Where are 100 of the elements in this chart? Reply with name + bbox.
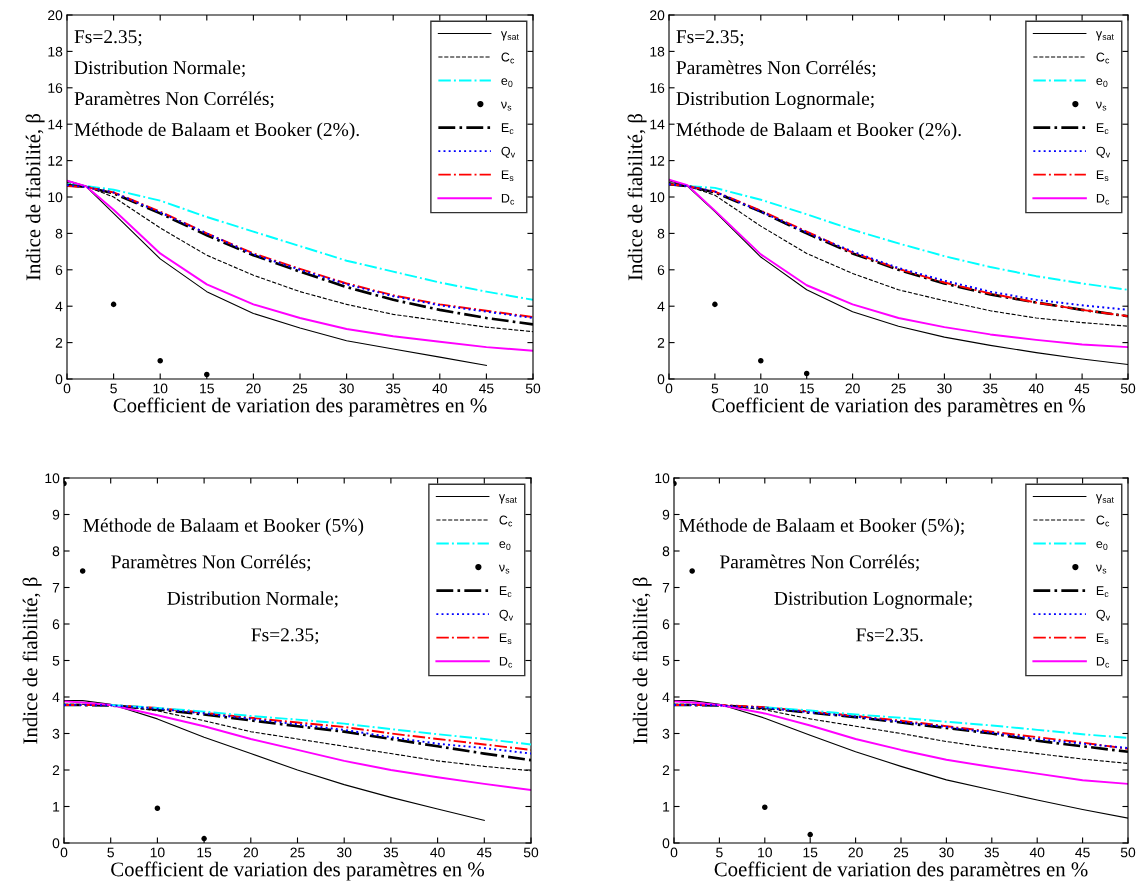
x-tick-label: 30 <box>937 383 952 394</box>
x-tick-label: 45 <box>479 383 494 394</box>
legend-label: e$_{0}$ <box>501 78 513 87</box>
y-tick-label: 0 <box>52 838 60 849</box>
y-tick-label: 4 <box>662 692 670 703</box>
annotation: Méthode de Balaam et Booker (2%). <box>74 122 359 141</box>
legend-label: C$_{c}$ <box>501 52 515 64</box>
x-tick-label: 40 <box>1028 383 1044 394</box>
x-tick-label: 35 <box>386 383 401 394</box>
y-tick-label: 5 <box>662 655 670 666</box>
y-tick-label: 6 <box>657 265 665 275</box>
x-axis-title: Coefficient de variation des paramètres en % <box>113 397 487 417</box>
y-tick-label: 6 <box>55 265 63 275</box>
y-tick-label: 5 <box>52 655 60 666</box>
x-tick-label: 15 <box>803 847 818 858</box>
x-tick-label: 25 <box>290 847 305 858</box>
legend-label: D$_{c}$ <box>1096 656 1110 668</box>
y-tick-label: 14 <box>650 119 665 130</box>
x-tick-label: 50 <box>525 383 541 394</box>
y-tick-label: 12 <box>48 155 63 166</box>
y-tick-label: 4 <box>55 301 63 312</box>
annotation: Méthode de Balaam et Booker (5%); <box>679 518 964 536</box>
y-tick-label: 6 <box>52 619 60 630</box>
x-tick-label: 5 <box>716 847 723 858</box>
y-tick-label: 12 <box>650 155 665 166</box>
x-tick-label: 35 <box>383 847 399 858</box>
y-tick-label: 9 <box>662 509 670 520</box>
annotation: Distribution Lognormale; <box>676 91 874 110</box>
legend-label: Q$_{v}$ <box>1096 609 1111 621</box>
x-tick-label: 20 <box>246 383 261 394</box>
legend-label: C$_{c}$ <box>1096 52 1110 64</box>
annotation: Fs=2.35. <box>856 628 923 642</box>
x-tick-label: 20 <box>845 383 860 394</box>
legend-label: E$_{s}$ <box>499 633 512 645</box>
x-tick-label: 35 <box>984 847 999 858</box>
y-tick-label: 3 <box>662 728 670 739</box>
legend-label: γ$_{sat}$ <box>1095 494 1114 504</box>
y-tick-label: 4 <box>52 692 60 703</box>
x-tick-label: 10 <box>153 383 168 394</box>
y-tick-label: 8 <box>52 546 60 557</box>
legend-label: ν$_{s}$ <box>498 564 510 574</box>
y-tick-label: 7 <box>662 582 670 593</box>
y-axis-title: Indice de fiabilité, β <box>632 577 652 744</box>
y-tick-label: 1 <box>663 801 670 812</box>
y-tick-label: 7 <box>52 582 60 593</box>
x-tick-label: 10 <box>754 383 768 394</box>
x-tick-label: 50 <box>1120 847 1136 858</box>
x-axis-title: Coefficient de variation des paramètres en % <box>712 397 1086 417</box>
legend-label: γ$_{sat}$ <box>500 31 519 41</box>
legend-label: D$_{c}$ <box>1096 193 1110 205</box>
x-tick-label: 20 <box>848 847 863 858</box>
y-tick-label: 0 <box>657 374 665 385</box>
x-tick-label: 50 <box>1120 383 1136 394</box>
y-tick-label: 8 <box>662 546 670 557</box>
legend-label: γ$_{sat}$ <box>1095 31 1114 41</box>
y-axis-title: Indice de fiabilité, β <box>22 577 42 744</box>
annotation: Fs=2.35; <box>251 628 319 645</box>
y-tick-label: 10 <box>650 192 665 203</box>
legend-label: E$_{c}$ <box>501 123 514 134</box>
legend-label: ν$_{s}$ <box>500 101 512 111</box>
legend-label: C$_{c}$ <box>1096 515 1110 527</box>
legend-label: E$_{c}$ <box>1096 586 1109 597</box>
annotation: Distribution Normale; <box>167 591 338 608</box>
x-tick-label: 0 <box>670 847 678 858</box>
annotation: Distribution Normale; <box>74 60 245 77</box>
y-tick-label: 8 <box>657 228 665 239</box>
x-tick-label: 25 <box>891 383 906 394</box>
legend-label: E$_{c}$ <box>499 586 512 597</box>
x-tick-label: 5 <box>110 383 117 394</box>
annotation: Paramètres Non Corrélés; <box>111 554 311 572</box>
y-tick-label: 4 <box>657 301 665 312</box>
legend-label: e$_{0}$ <box>1096 78 1108 87</box>
legend-label: Q$_{v}$ <box>499 609 514 621</box>
y-tick-label: 10 <box>655 473 670 484</box>
x-tick-label: 5 <box>107 847 114 858</box>
annotation: Fs=2.35; <box>74 30 142 47</box>
x-tick-label: 20 <box>243 847 258 858</box>
legend-label: E$_{s}$ <box>1096 633 1109 645</box>
y-tick-label: 20 <box>650 10 665 21</box>
legend-label: D$_{c}$ <box>499 656 513 668</box>
x-axis-title: Coefficient de variation des paramètres en % <box>111 861 485 881</box>
annotation: Paramètres Non Corrélés; <box>719 554 919 572</box>
y-tick-label: 2 <box>52 765 60 776</box>
y-tick-label: 8 <box>55 228 63 239</box>
x-tick-label: 40 <box>430 847 445 858</box>
x-axis-title: Coefficient de variation des paramètres en % <box>714 861 1088 881</box>
x-tick-label: 45 <box>1074 383 1090 394</box>
y-tick-label: 6 <box>662 619 670 630</box>
x-tick-label: 45 <box>476 847 492 858</box>
x-tick-label: 15 <box>197 847 212 858</box>
y-tick-label: 3 <box>52 728 60 739</box>
y-tick-label: 20 <box>48 10 63 21</box>
legend-label: ν$_{s}$ <box>1095 101 1107 111</box>
y-tick-label: 2 <box>662 765 670 776</box>
annotation: Paramètres Non Corrélés; <box>74 91 274 108</box>
legend-label: ν$_{s}$ <box>1095 564 1107 574</box>
x-tick-label: 30 <box>939 847 954 858</box>
y-tick-label: 9 <box>52 509 60 520</box>
y-tick-label: 10 <box>48 192 63 203</box>
legend-label: E$_{s}$ <box>1096 170 1109 182</box>
